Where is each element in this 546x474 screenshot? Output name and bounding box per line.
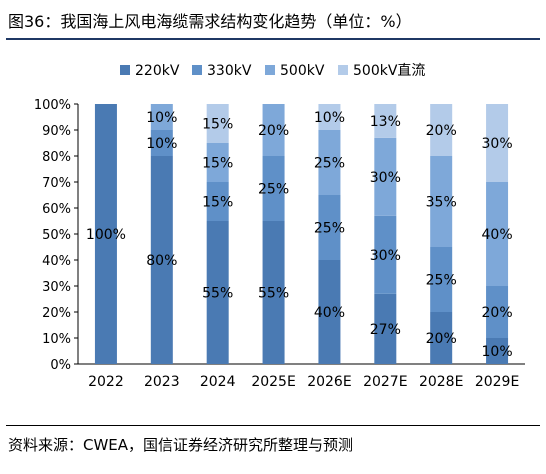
x-tick-label: 2023 bbox=[144, 374, 180, 390]
bar-2025E-220kV bbox=[262, 221, 285, 364]
y-tick-label: 80% bbox=[42, 150, 71, 165]
data-label-2029E-500kV: 40% bbox=[482, 227, 513, 243]
data-label-2029E-500kV直流: 30% bbox=[482, 136, 513, 152]
y-tick-label: 100% bbox=[34, 98, 71, 113]
y-tick-label: 30% bbox=[42, 280, 71, 295]
bar-2027E-220kV bbox=[374, 293, 397, 364]
y-tick-label: 20% bbox=[42, 306, 71, 321]
bar-2025E-500kV bbox=[262, 104, 285, 156]
bar-2023-330kV bbox=[150, 130, 173, 156]
bar-2023-220kV bbox=[150, 156, 173, 364]
data-label-2025E-330kV: 25% bbox=[258, 182, 289, 198]
bar-2029E-220kV bbox=[486, 338, 509, 364]
source-divider bbox=[6, 425, 540, 426]
bar-2027E-330kV bbox=[374, 215, 397, 294]
data-label-2022-220kV: 100% bbox=[86, 227, 126, 243]
bar-2025E-330kV bbox=[262, 156, 285, 221]
y-tick-label: 70% bbox=[42, 176, 71, 191]
y-tick-label: 40% bbox=[42, 254, 71, 269]
data-label-2026E-330kV: 25% bbox=[314, 221, 345, 237]
title-divider bbox=[6, 38, 540, 40]
bar-2028E-330kV bbox=[430, 247, 453, 312]
legend-swatch-1 bbox=[192, 65, 202, 75]
bar-2022-220kV bbox=[94, 104, 117, 364]
data-label-2027E-220kV: 27% bbox=[370, 322, 401, 338]
x-tick-label: 2025E bbox=[251, 374, 295, 390]
stacked-bar-chart: 220kV 330kV 500kV 500kV直流 0% 10% 20% 30% 40% 50% 6… bbox=[34, 62, 525, 390]
data-label-2026E-220kV: 40% bbox=[314, 305, 345, 321]
bar-2029E-500kV直流 bbox=[486, 104, 509, 182]
y-tick-label: 0% bbox=[50, 358, 71, 373]
bar-2026E-500kV bbox=[318, 130, 341, 195]
x-tick-label: 2027E bbox=[363, 374, 407, 390]
data-label-2023-500kV: 10% bbox=[146, 110, 177, 126]
data-label-2028E-500kV直流: 20% bbox=[426, 123, 457, 139]
x-tick-label: 2028E bbox=[419, 374, 463, 390]
data-label-2028E-500kV: 35% bbox=[426, 195, 457, 211]
legend-label-2: 500kV bbox=[280, 63, 325, 79]
data-label-2025E-220kV: 55% bbox=[258, 286, 289, 302]
bar-2023-500kV bbox=[150, 104, 173, 130]
bar-2029E-330kV bbox=[486, 286, 509, 338]
bar-2026E-500kV直流 bbox=[318, 104, 341, 130]
bar-2029E-500kV bbox=[486, 182, 509, 286]
legend-swatch-3 bbox=[338, 65, 348, 75]
data-label-2029E-220kV: 10% bbox=[482, 344, 513, 360]
data-label-2027E-330kV: 30% bbox=[370, 248, 401, 264]
bar-2027E-500kV直流 bbox=[374, 104, 397, 138]
bar-2028E-500kV直流 bbox=[430, 104, 453, 156]
legend-swatch-0 bbox=[120, 65, 130, 75]
y-tick-label: 10% bbox=[42, 332, 71, 347]
x-tick-label: 2024 bbox=[200, 374, 236, 390]
bar-2028E-500kV bbox=[430, 156, 453, 247]
data-label-2024-500kV直流: 15% bbox=[202, 117, 233, 133]
bar-2024-500kV直流 bbox=[206, 104, 229, 143]
chart-title: 图36：我国海上风电海缆需求结构变化趋势（单位：%） bbox=[8, 12, 412, 31]
x-tick-label: 2026E bbox=[307, 374, 351, 390]
data-label-2024-330kV: 15% bbox=[202, 195, 233, 211]
data-label-2027E-500kV直流: 13% bbox=[370, 114, 401, 130]
y-tick-label: 90% bbox=[42, 124, 71, 139]
data-label-2024-500kV: 15% bbox=[202, 156, 233, 172]
data-label-2026E-500kV: 25% bbox=[314, 156, 345, 172]
bar-2024-500kV bbox=[206, 143, 229, 182]
legend-label-1: 330kV bbox=[207, 63, 252, 79]
legend-label-0: 220kV bbox=[135, 63, 180, 79]
data-label-2025E-500kV直流: 20% bbox=[258, 123, 289, 139]
x-tick-label: 2022 bbox=[88, 374, 124, 390]
legend-label-3: 500kV直流 bbox=[353, 62, 425, 79]
data-label-2029E-330kV: 20% bbox=[482, 305, 513, 321]
bar-2026E-220kV bbox=[318, 260, 341, 364]
data-label-2028E-330kV: 25% bbox=[426, 273, 457, 289]
x-tick-label: 2029E bbox=[475, 374, 519, 390]
data-label-2023-330kV: 10% bbox=[146, 136, 177, 152]
bar-2026E-330kV bbox=[318, 195, 341, 260]
source-note: 资料来源：CWEA，国信证券经济研究所整理与预测 bbox=[8, 436, 354, 454]
data-label-2023-220kV: 80% bbox=[146, 253, 177, 269]
y-tick-label: 50% bbox=[42, 228, 71, 243]
data-label-2028E-220kV: 20% bbox=[426, 331, 457, 347]
bar-2024-220kV bbox=[206, 221, 229, 364]
bar-2027E-500kV bbox=[374, 137, 397, 216]
data-label-2027E-500kV: 30% bbox=[370, 170, 401, 186]
legend-swatch-2 bbox=[265, 65, 275, 75]
data-label-2024-220kV: 55% bbox=[202, 286, 233, 302]
data-label-2026E-500kV直流: 10% bbox=[314, 110, 345, 126]
y-tick-label: 60% bbox=[42, 202, 71, 217]
bar-2024-330kV bbox=[206, 182, 229, 221]
bar-2028E-220kV bbox=[430, 312, 453, 364]
